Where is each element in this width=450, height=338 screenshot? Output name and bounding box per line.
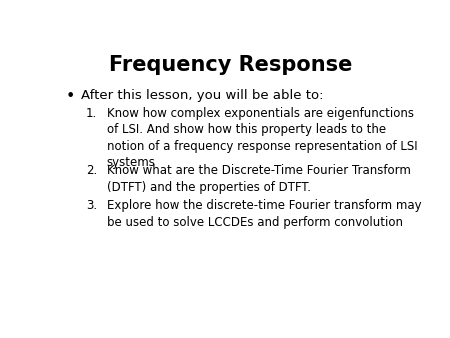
Text: Know how complex exponentials are eigenfunctions
of LSI. And show how this prope: Know how complex exponentials are eigenf… (107, 107, 418, 169)
Text: Know what are the Discrete-Time Fourier Transform
(DTFT) and the properties of D: Know what are the Discrete-Time Fourier … (107, 164, 411, 194)
Text: After this lesson, you will be able to:: After this lesson, you will be able to: (81, 89, 324, 102)
Text: Explore how the discrete-time Fourier transform may
be used to solve LCCDEs and : Explore how the discrete-time Fourier tr… (107, 199, 422, 229)
Text: •: • (66, 89, 76, 104)
Text: 3.: 3. (86, 199, 97, 212)
Text: 2.: 2. (86, 164, 97, 177)
Text: 1.: 1. (86, 107, 97, 120)
Text: Frequency Response: Frequency Response (109, 55, 352, 75)
